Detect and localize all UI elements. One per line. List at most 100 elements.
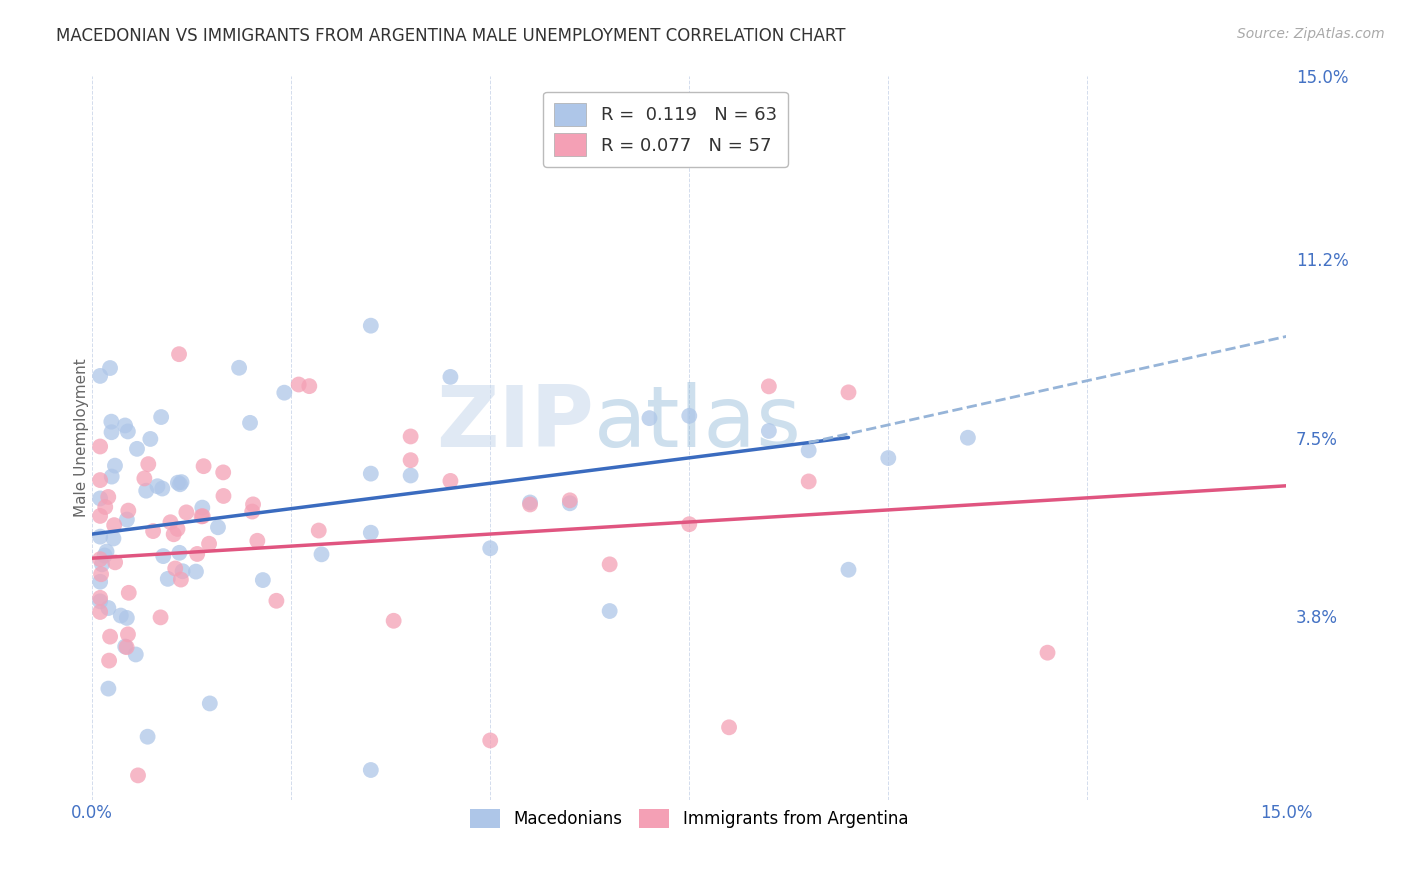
Point [115,640,138,655]
Point [298,379,321,393]
Point [89,473,111,487]
Point [166,522,188,536]
Point [837,385,859,400]
Point [167,347,190,361]
Point [228,360,250,375]
Point [98,654,121,668]
Point [1036,646,1059,660]
Point [170,475,193,490]
Y-axis label: Male Unemployment: Male Unemployment [73,359,89,516]
Point [956,431,979,445]
Point [91,558,114,572]
Point [399,453,422,467]
Point [519,495,541,509]
Point [252,573,274,587]
Point [146,479,169,493]
Point [96,544,118,558]
Point [311,547,333,561]
Point [758,424,780,438]
Point [118,586,141,600]
Text: ZIP: ZIP [436,382,593,465]
Point [797,475,820,489]
Point [198,537,221,551]
Legend: Macedonians, Immigrants from Argentina: Macedonians, Immigrants from Argentina [464,802,915,835]
Text: Source: ZipAtlas.com: Source: ZipAtlas.com [1237,27,1385,41]
Point [142,524,165,538]
Point [152,549,174,563]
Point [136,457,159,471]
Point [156,572,179,586]
Point [599,604,621,618]
Point [115,512,138,526]
Point [170,573,193,587]
Point [718,720,741,734]
Point [104,555,127,569]
Point [172,564,194,578]
Point [287,377,309,392]
Point [212,466,235,480]
Point [190,509,212,524]
Point [558,493,581,508]
Point [117,627,139,641]
Point [479,733,502,747]
Point [114,640,136,654]
Point [89,530,111,544]
Point [100,425,122,440]
Point [239,416,262,430]
Point [97,490,120,504]
Point [100,469,122,483]
Point [89,552,111,566]
Point [797,443,820,458]
Point [134,471,156,485]
Point [360,318,382,333]
Point [117,503,139,517]
Point [266,594,288,608]
Point [125,648,148,662]
Point [94,500,117,514]
Point [89,594,111,608]
Point [89,591,111,605]
Point [519,498,541,512]
Point [127,768,149,782]
Point [479,541,502,556]
Point [149,610,172,624]
Point [103,518,125,533]
Point [399,468,422,483]
Point [150,482,173,496]
Point [167,475,190,490]
Point [678,517,700,532]
Point [97,681,120,696]
Point [439,474,461,488]
Point [104,458,127,473]
Point [89,574,111,589]
Point [139,432,162,446]
Point [240,504,263,518]
Point [191,509,214,524]
Point [212,489,235,503]
Point [98,630,121,644]
Point [100,415,122,429]
Point [399,429,422,443]
Point [90,567,112,582]
Point [273,385,295,400]
Point [115,611,138,625]
Point [360,525,382,540]
Point [110,608,132,623]
Point [150,410,173,425]
Point [207,520,229,534]
Point [125,442,148,456]
Point [93,549,115,563]
Point [242,497,264,511]
Point [165,561,187,575]
Point [169,546,191,560]
Point [186,547,208,561]
Point [103,532,125,546]
Point [89,605,111,619]
Point [184,565,207,579]
Point [193,459,215,474]
Point [176,505,198,519]
Point [308,524,330,538]
Point [758,379,780,393]
Point [638,411,661,425]
Point [558,496,581,510]
